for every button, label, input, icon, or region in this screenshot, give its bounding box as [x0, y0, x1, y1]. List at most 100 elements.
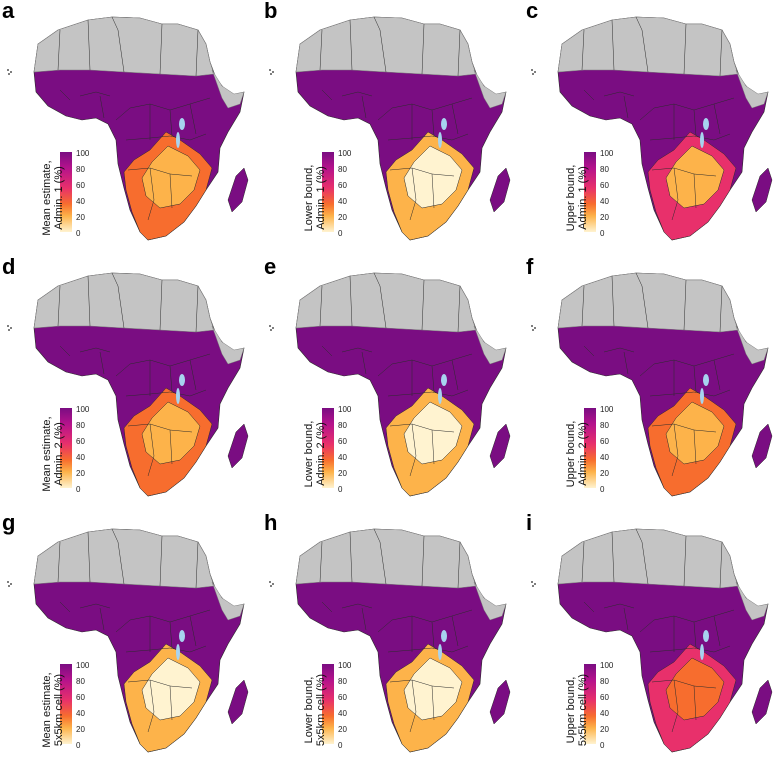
country-border	[361, 95, 367, 119]
country-border	[451, 359, 459, 391]
country-border	[169, 429, 173, 465]
map-panel-b: b 100 80 60 40 20 0 Lower bound, Admin. 1 (%)	[262, 0, 521, 254]
country-border	[195, 29, 199, 77]
country-border	[713, 103, 721, 135]
legend-tick: 60	[600, 181, 609, 190]
legend-tick: 100	[600, 149, 614, 158]
island	[531, 325, 533, 327]
country-border	[159, 23, 163, 75]
country-border	[623, 607, 629, 631]
country-border	[169, 109, 173, 137]
no-data-region-north	[295, 272, 477, 333]
country-border	[623, 95, 629, 119]
legend: 100 80 60 40 20 0 Upper bound, 5x5km cell (%)	[560, 662, 620, 750]
country-border	[377, 609, 473, 633]
country-border	[115, 353, 211, 377]
legend-tick: 20	[600, 725, 609, 734]
country-border	[431, 429, 435, 465]
country-border	[147, 679, 155, 733]
legend-tick: 60	[76, 437, 85, 446]
country-border	[635, 16, 649, 73]
legend-tick: 80	[600, 677, 609, 686]
country-border	[111, 528, 125, 585]
island	[532, 73, 534, 75]
no-data-region-horn	[735, 69, 769, 109]
country-border	[611, 531, 615, 583]
country-border	[319, 285, 323, 327]
no-data-region-north	[295, 528, 477, 589]
legend-tick: 80	[338, 165, 347, 174]
country-border	[683, 23, 687, 75]
lake	[179, 630, 185, 642]
no-data-region-horn	[473, 325, 507, 365]
country-border	[169, 685, 173, 721]
legend-tick: 100	[338, 661, 352, 670]
country-border	[603, 91, 635, 97]
country-border	[111, 16, 125, 73]
island	[8, 329, 10, 331]
country-border	[421, 23, 425, 75]
southern-core-region	[403, 401, 463, 465]
no-data-region-horn	[211, 581, 245, 621]
legend: 100 80 60 40 20 0 Lower bound, 5x5km cell (%)	[298, 661, 358, 750]
legend-tick: 80	[338, 677, 347, 686]
madagascar	[489, 423, 511, 469]
map-panel-a: a 100 80 60 40 20 0 Mean estimate, Admin. 1 (%)	[0, 0, 259, 254]
no-data-region-north	[33, 272, 215, 333]
country-border	[341, 91, 373, 97]
island	[269, 325, 271, 327]
island	[8, 585, 10, 587]
island	[7, 325, 9, 327]
africa-map	[7, 16, 249, 241]
island	[7, 581, 9, 583]
no-data-region-north	[557, 16, 739, 77]
country-border	[57, 541, 61, 583]
legend-colorbar	[60, 408, 72, 488]
island	[8, 73, 10, 75]
country-border	[611, 19, 615, 71]
legend-colorbar	[322, 408, 334, 488]
legend-tick: 40	[600, 453, 609, 462]
country-border	[457, 541, 461, 589]
legend-tick: 80	[76, 421, 85, 430]
country-border	[79, 347, 111, 353]
country-border	[127, 679, 193, 689]
country-border	[693, 621, 697, 649]
legend: 100 80 60 40 20 0 Upper bound, Admin. 1 (%)	[560, 149, 620, 238]
legend: 100 80 60 40 20 0 Lower bound, Admin. 1 (%)	[298, 150, 358, 238]
legend-title: Lower bound, Admin. 2 (%)	[303, 420, 327, 488]
legend-title: Upper bound, 5x5km cell (%)	[565, 673, 589, 747]
southern-core-region	[665, 401, 725, 465]
southern-core-region	[141, 145, 201, 209]
country-border	[683, 535, 687, 587]
country-border	[127, 167, 193, 177]
legend-tick: 20	[76, 213, 85, 222]
map-panel-f: f 100 80 60 40 20 0 Upper bound, Admin. 2 (%)	[524, 254, 778, 510]
country-border	[169, 173, 173, 209]
legend-title: Upper bound, Admin. 1 (%)	[565, 164, 589, 232]
country-border	[639, 353, 735, 377]
lake	[438, 132, 442, 148]
legend-tick: 0	[76, 229, 81, 238]
country-border	[457, 29, 461, 77]
legend-colorbar	[322, 152, 334, 232]
legend-tick: 60	[76, 181, 85, 190]
legend-tick: 20	[338, 469, 347, 478]
panel-letter: h	[264, 510, 278, 535]
country-border	[319, 29, 323, 71]
map-panel-d: d 100 80 60 40 20 0 Mean estimate, Admin. 2 (%)	[0, 254, 259, 510]
no-data-region-horn	[735, 581, 769, 621]
legend-tick: 0	[338, 485, 343, 494]
legend-tick: 60	[600, 693, 609, 702]
southern-core-region	[665, 145, 725, 209]
country-border	[87, 531, 91, 583]
country-border	[693, 173, 697, 209]
country-border	[639, 609, 735, 633]
legend-tick: 40	[338, 197, 347, 206]
country-border	[457, 285, 461, 333]
country-border	[57, 29, 61, 71]
no-data-region-horn	[735, 325, 769, 365]
legend-colorbar	[60, 664, 72, 744]
lake	[438, 644, 442, 660]
